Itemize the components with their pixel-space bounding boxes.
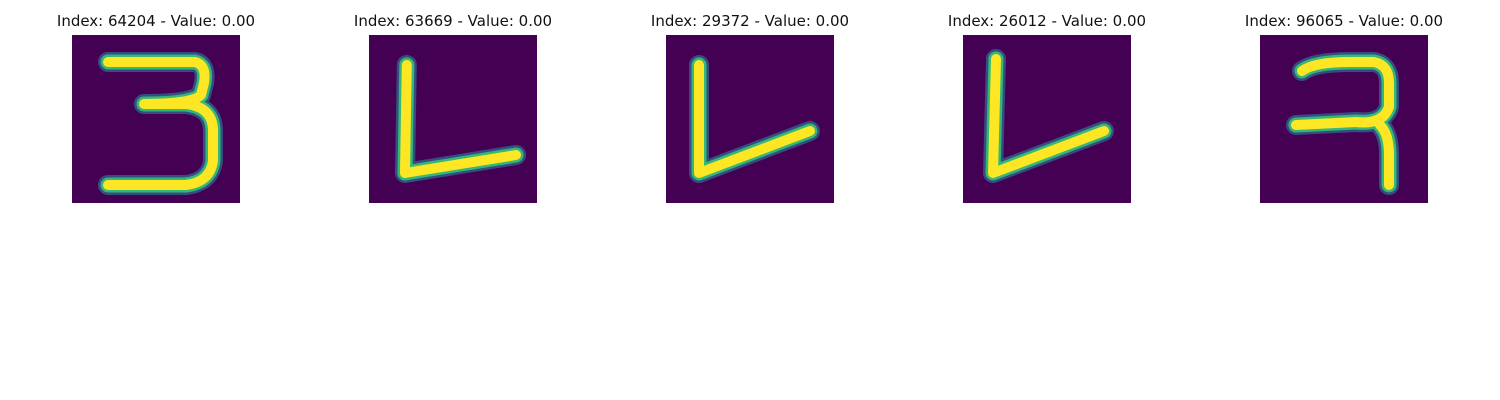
digit-3-variant-image (1260, 35, 1428, 203)
digit-image-3 (72, 35, 240, 203)
image-panel-5: Index: 96065 - Value: 0.00 (1194, 10, 1494, 205)
panel-title: Index: 29372 - Value: 0.00 (600, 10, 900, 32)
image-panel-4: Index: 26012 - Value: 0.00 (897, 10, 1197, 205)
panel-title: Index: 26012 - Value: 0.00 (897, 10, 1197, 32)
panel-title: Index: 63669 - Value: 0.00 (303, 10, 603, 32)
image-panel-1: Index: 64204 - Value: 0.00 (6, 10, 306, 205)
letter-L-image (369, 35, 537, 203)
panel-title: Index: 96065 - Value: 0.00 (1194, 10, 1494, 32)
image-panel-2: Index: 63669 - Value: 0.00 (303, 10, 603, 205)
letter-L-slanted-image (666, 35, 834, 203)
letter-L-slanted-image (963, 35, 1131, 203)
image-panel-3: Index: 29372 - Value: 0.00 (600, 10, 900, 205)
panel-title: Index: 64204 - Value: 0.00 (6, 10, 306, 32)
